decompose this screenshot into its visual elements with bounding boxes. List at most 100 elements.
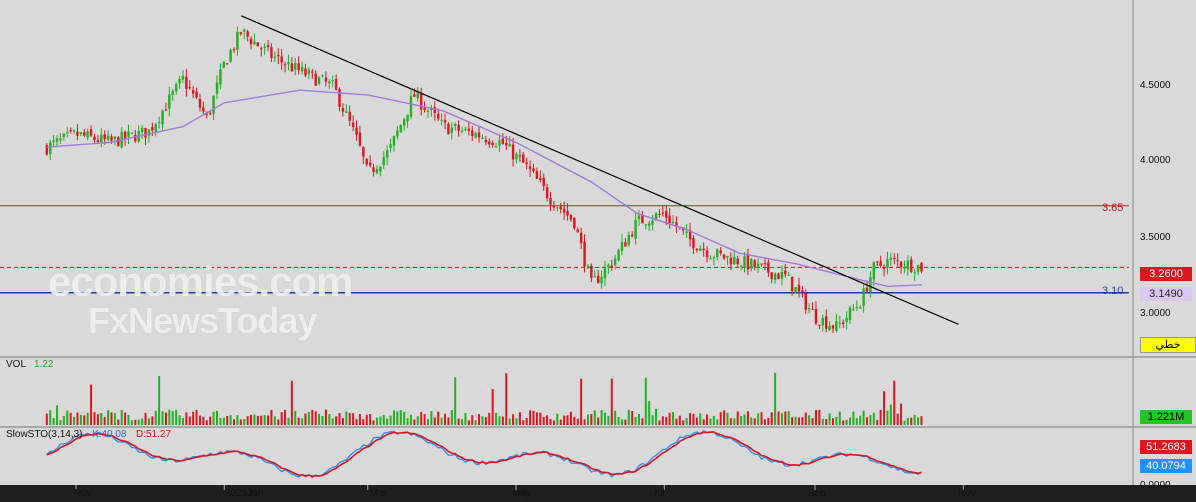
candle-body xyxy=(198,98,202,108)
candle-body xyxy=(583,241,586,267)
candle-body xyxy=(83,132,86,136)
volume-bar xyxy=(406,418,409,425)
candle-body xyxy=(103,134,106,140)
candle-body xyxy=(168,94,171,109)
candle-body xyxy=(569,214,573,220)
volume-bar xyxy=(409,414,412,425)
volume-bar xyxy=(838,411,841,425)
volume-bar xyxy=(719,412,722,425)
volume-bar xyxy=(307,411,310,425)
candle-body xyxy=(79,132,83,135)
candle-body xyxy=(273,56,277,58)
volume-bar xyxy=(226,415,229,425)
candle-body xyxy=(66,132,69,134)
volume-bar xyxy=(413,419,416,425)
candle-body xyxy=(671,222,675,224)
candle-body xyxy=(709,258,712,260)
candle-body xyxy=(743,256,746,268)
volume-bar xyxy=(243,419,246,425)
volume-bar xyxy=(267,415,270,425)
candle-body xyxy=(229,50,232,62)
candle-body xyxy=(239,32,243,35)
volume-bar xyxy=(689,413,692,425)
candle-body xyxy=(518,155,522,157)
candle-body xyxy=(409,96,413,117)
candle-body xyxy=(702,248,705,251)
chart-type-badge[interactable]: خطي xyxy=(1140,337,1196,353)
candle-body xyxy=(777,273,780,279)
volume-bar xyxy=(672,411,675,425)
candle-body xyxy=(852,308,855,310)
candle-body xyxy=(307,69,311,74)
volume-bar xyxy=(260,415,263,425)
candle-body xyxy=(637,215,641,220)
stoch-k-tag: 40.0794 xyxy=(1140,459,1192,473)
volume-bar xyxy=(62,415,65,425)
volume-bar xyxy=(158,375,161,425)
candle-body xyxy=(879,260,882,266)
volume-bar xyxy=(372,420,375,425)
volume-bar xyxy=(392,410,395,425)
candle-body xyxy=(876,261,879,263)
candle-body xyxy=(334,78,338,90)
volume-bar xyxy=(464,412,467,425)
candle-body xyxy=(219,69,222,85)
candle-body xyxy=(617,250,620,261)
volume-bar xyxy=(328,414,331,425)
volume-bar xyxy=(556,413,559,425)
volume-bar xyxy=(341,418,344,425)
candle-body xyxy=(630,234,634,237)
volume-bar xyxy=(164,412,167,425)
candle-body xyxy=(341,108,345,112)
candle-body xyxy=(484,139,488,143)
volume-bar xyxy=(845,419,848,425)
candle-body xyxy=(746,254,750,270)
time-axis-label: Nov xyxy=(74,488,92,499)
volume-bar xyxy=(729,418,732,425)
time-axis-label: Mar xyxy=(370,488,388,499)
candle-body xyxy=(562,208,566,213)
volume-bar xyxy=(253,414,256,425)
candle-body xyxy=(882,267,886,270)
volume-bar xyxy=(433,417,436,425)
volume-bar xyxy=(352,413,355,425)
candle-body xyxy=(467,128,471,131)
volume-bar xyxy=(886,410,889,425)
candle-body xyxy=(62,133,66,137)
stoch-d-tag: 51.2683 xyxy=(1140,440,1192,454)
candle-body xyxy=(505,142,508,146)
candle-body xyxy=(712,257,716,259)
volume-bar xyxy=(495,412,498,425)
volume-bar xyxy=(151,416,154,425)
candle-body xyxy=(835,321,838,331)
candle-body xyxy=(130,132,134,134)
volume-bar xyxy=(757,413,760,425)
candle-body xyxy=(174,84,178,92)
candle-body xyxy=(113,136,117,139)
candle-body xyxy=(549,197,552,205)
volume-bar xyxy=(529,410,532,425)
volume-bar xyxy=(842,420,845,425)
volume-bar xyxy=(389,415,392,425)
volume-bar xyxy=(188,416,191,425)
candle-body xyxy=(556,207,559,209)
candle-body xyxy=(807,308,811,310)
candle-body xyxy=(824,316,828,329)
candle-body xyxy=(865,287,869,292)
volume-bar xyxy=(910,417,913,425)
volume-bar xyxy=(780,413,783,425)
volume-bar xyxy=(294,410,297,425)
volume-bar xyxy=(379,416,382,425)
candle-body xyxy=(406,114,409,122)
candle-body xyxy=(685,231,688,233)
volume-bar xyxy=(774,372,777,425)
candle-body xyxy=(419,93,423,110)
candle-body xyxy=(379,166,382,172)
volume-bar xyxy=(478,414,481,425)
volume-bar xyxy=(508,418,511,425)
candle-body xyxy=(331,80,334,82)
volume-bar xyxy=(532,410,535,425)
candle-body xyxy=(784,270,787,275)
volume-bar xyxy=(658,420,661,425)
candle-body xyxy=(787,274,790,276)
